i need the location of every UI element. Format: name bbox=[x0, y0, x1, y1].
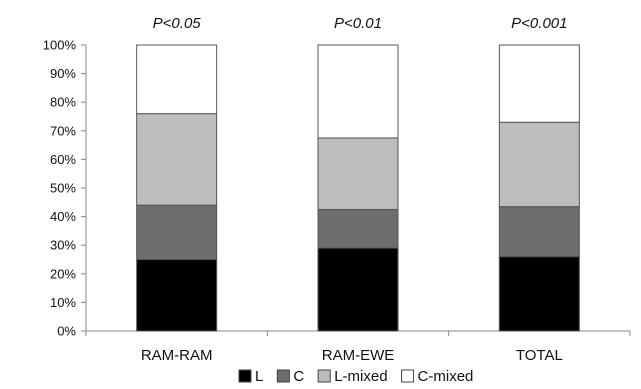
bar-segment-c-mixed-ram-ram bbox=[136, 44, 218, 115]
x-tick-label: TOTAL bbox=[516, 347, 563, 364]
y-tick-label: 100% bbox=[43, 38, 77, 53]
y-tick-label: 40% bbox=[50, 209, 76, 224]
bars bbox=[136, 44, 580, 332]
legend: L C L-mixed C-mixed bbox=[238, 368, 474, 385]
y-tick-label: 30% bbox=[50, 238, 76, 253]
y-tick-label: 50% bbox=[50, 181, 76, 196]
x-tick-label: RAM-RAM bbox=[141, 347, 213, 364]
p-value-annotation: P<0.05 bbox=[153, 15, 202, 32]
bar-segment-l-mixed-ram-ewe bbox=[317, 137, 399, 210]
y-tick-label: 0% bbox=[57, 324, 76, 339]
y-tick-label: 10% bbox=[50, 295, 76, 310]
y-tick-label: 20% bbox=[50, 266, 76, 281]
legend-label: C-mixed bbox=[418, 368, 474, 385]
labels: RAM-RAM P<0.05 RAM-EWE P<0.01 TOTAL P<0.001 bbox=[141, 15, 568, 364]
axes: 0% 10% 20% 30% 40% 50% 60% 70% 80% 90% 100% bbox=[43, 38, 631, 339]
p-value-annotation: P<0.01 bbox=[334, 15, 382, 32]
legend-swatch-c-mixed bbox=[401, 369, 415, 383]
p-value-annotation: P<0.001 bbox=[511, 15, 567, 32]
y-tick-label: 70% bbox=[50, 123, 76, 138]
y-tick-label: 80% bbox=[50, 95, 76, 110]
legend-swatch-l bbox=[238, 369, 252, 383]
bar-segment-l-ram-ram bbox=[136, 259, 218, 332]
x-tick-label: RAM-EWE bbox=[322, 347, 395, 364]
bar-segment-l-mixed-total bbox=[498, 121, 580, 208]
bar-segment-c-mixed-total bbox=[498, 44, 580, 123]
legend-label: C bbox=[293, 368, 304, 385]
legend-swatch-l-mixed bbox=[317, 369, 331, 383]
bar-segment-c-ram-ram bbox=[136, 204, 218, 261]
bar-segment-l-ram-ewe bbox=[317, 247, 399, 332]
y-tick-label: 90% bbox=[50, 66, 76, 81]
bar-segment-c-ram-ewe bbox=[317, 208, 399, 249]
bar-segment-c-mixed-ram-ewe bbox=[317, 44, 399, 139]
legend-label: L bbox=[255, 368, 263, 385]
legend-swatch-c bbox=[276, 369, 290, 383]
legend-label: L-mixed bbox=[334, 368, 387, 385]
bar-segment-c-total bbox=[498, 206, 580, 258]
y-tick-label: 60% bbox=[50, 152, 76, 167]
bar-segment-l-mixed-ram-ram bbox=[136, 113, 218, 206]
bar-segment-l-total bbox=[498, 256, 580, 332]
